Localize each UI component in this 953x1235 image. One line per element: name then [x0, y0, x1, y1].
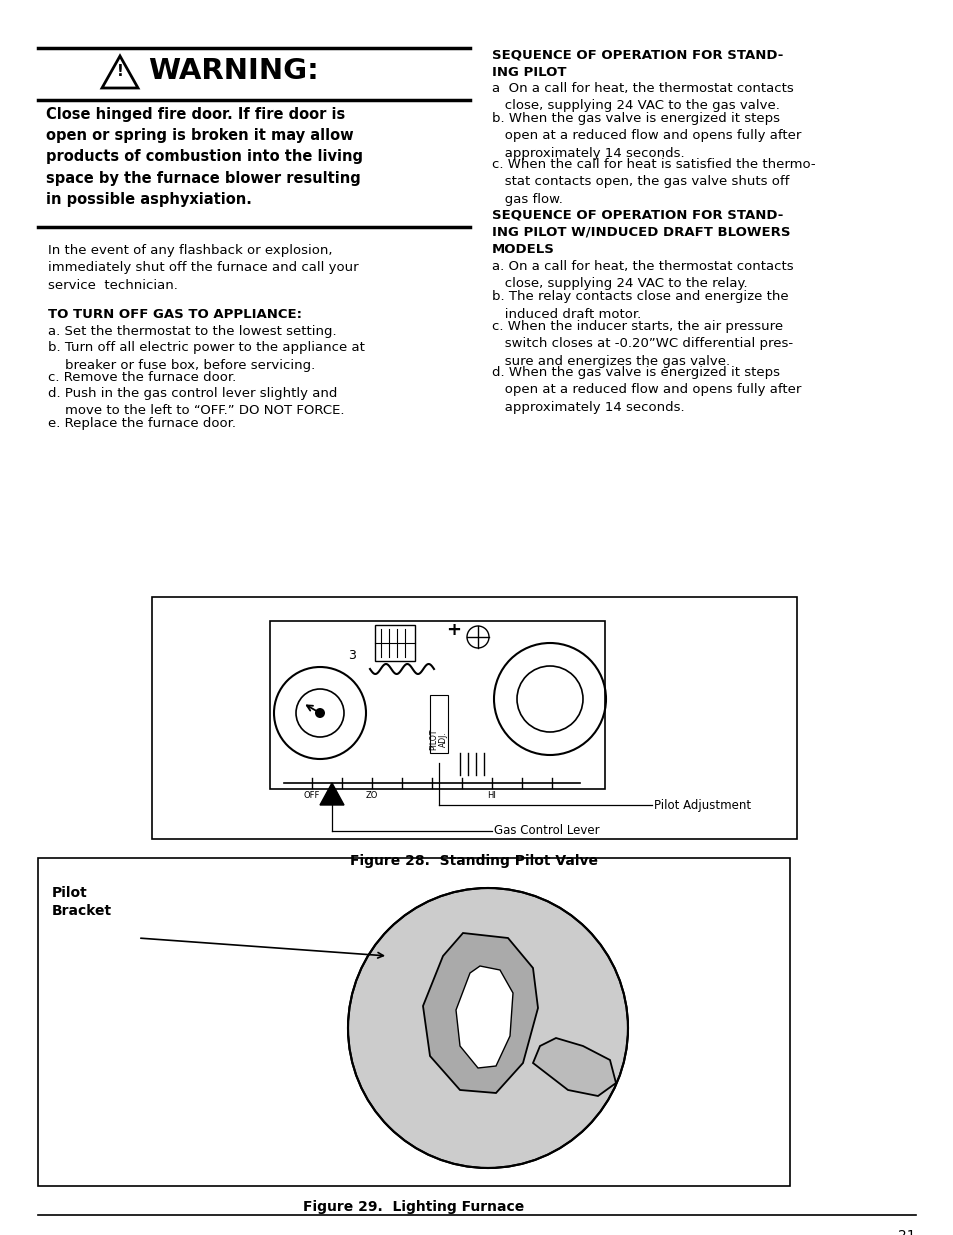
Text: SEQUENCE OF OPERATION FOR STAND-
ING PILOT: SEQUENCE OF OPERATION FOR STAND- ING PIL… [492, 48, 782, 79]
Text: PILOT
ADJ.: PILOT ADJ. [429, 729, 448, 750]
Text: a  On a call for heat, the thermostat contacts
   close, supplying 24 VAC to the: a On a call for heat, the thermostat con… [492, 82, 793, 112]
Text: c. When the inducer starts, the air pressure
   switch closes at -0.20”WC differ: c. When the inducer starts, the air pres… [492, 320, 792, 368]
FancyBboxPatch shape [38, 858, 789, 1186]
Circle shape [314, 708, 325, 718]
FancyBboxPatch shape [375, 625, 415, 661]
Text: d. When the gas valve is energized it steps
   open at a reduced flow and opens : d. When the gas valve is energized it st… [492, 366, 801, 414]
Text: Pilot
Bracket: Pilot Bracket [52, 885, 112, 919]
Text: Close hinged fire door. If fire door is
open or spring is broken it may allow
pr: Close hinged fire door. If fire door is … [46, 107, 363, 207]
Circle shape [348, 888, 627, 1168]
Text: ZO: ZO [365, 790, 377, 800]
FancyBboxPatch shape [430, 695, 448, 753]
Text: c. When the call for heat is satisfied the thermo-
   stat contacts open, the ga: c. When the call for heat is satisfied t… [492, 158, 815, 206]
Polygon shape [456, 966, 513, 1068]
Text: b. When the gas valve is energized it steps
   open at a reduced flow and opens : b. When the gas valve is energized it st… [492, 112, 801, 161]
Text: Gas Control Lever: Gas Control Lever [494, 825, 599, 837]
FancyBboxPatch shape [152, 597, 796, 839]
Text: a. On a call for heat, the thermostat contacts
   close, supplying 24 VAC to the: a. On a call for heat, the thermostat co… [492, 261, 793, 290]
Text: e. Replace the furnace door.: e. Replace the furnace door. [48, 417, 235, 430]
Text: 3: 3 [348, 650, 355, 662]
Text: In the event of any flashback or explosion,
immediately shut off the furnace and: In the event of any flashback or explosi… [48, 245, 358, 291]
FancyBboxPatch shape [270, 621, 604, 789]
Text: TO TURN OFF GAS TO APPLIANCE:: TO TURN OFF GAS TO APPLIANCE: [48, 308, 302, 321]
Text: WARNING:: WARNING: [148, 57, 318, 85]
Text: HI: HI [487, 790, 496, 800]
Text: OFF: OFF [303, 790, 320, 800]
Text: b. Turn off all electric power to the appliance at
    breaker or fuse box, befo: b. Turn off all electric power to the ap… [48, 341, 364, 372]
Polygon shape [533, 1037, 616, 1095]
Text: b. The relay contacts close and energize the
   induced draft motor.: b. The relay contacts close and energize… [492, 290, 788, 321]
Text: 21: 21 [898, 1229, 915, 1235]
Text: SEQUENCE OF OPERATION FOR STAND-
ING PILOT W/INDUCED DRAFT BLOWERS
MODELS: SEQUENCE OF OPERATION FOR STAND- ING PIL… [492, 207, 790, 256]
Text: d. Push in the gas control lever slightly and
    move to the left to “OFF.” DO : d. Push in the gas control lever slightl… [48, 387, 344, 417]
Text: Pilot Adjustment: Pilot Adjustment [654, 799, 750, 811]
Text: !: ! [116, 64, 123, 79]
Text: a. Set the thermostat to the lowest setting.: a. Set the thermostat to the lowest sett… [48, 325, 336, 338]
Text: Figure 28.  Standing Pilot Valve: Figure 28. Standing Pilot Valve [350, 853, 598, 868]
Text: c. Remove the furnace door.: c. Remove the furnace door. [48, 370, 236, 384]
Polygon shape [422, 932, 537, 1093]
Text: Figure 29.  Lighting Furnace: Figure 29. Lighting Furnace [303, 1200, 524, 1214]
Text: +: + [446, 621, 461, 638]
Polygon shape [319, 783, 344, 805]
